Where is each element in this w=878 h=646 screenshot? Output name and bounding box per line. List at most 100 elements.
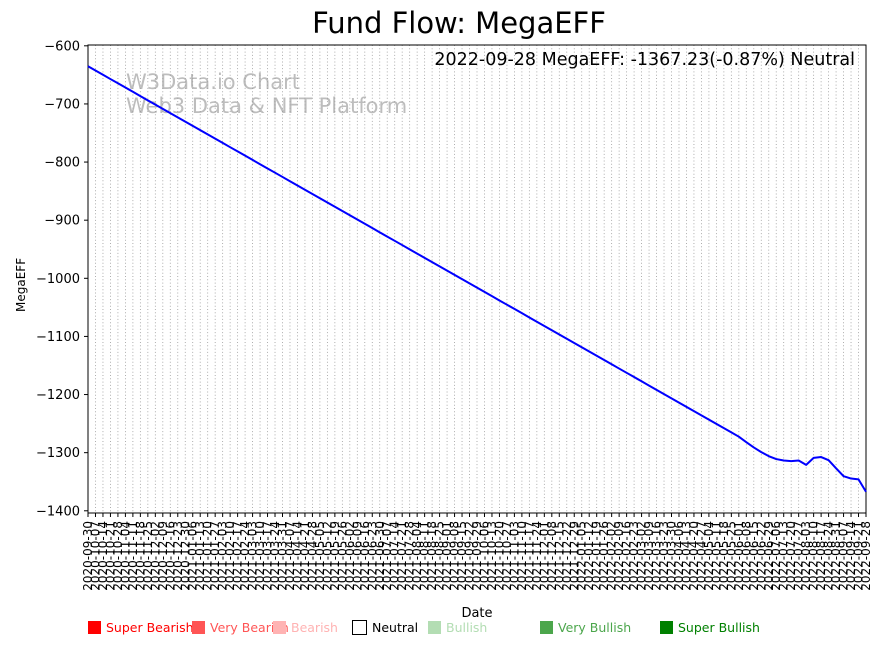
- x-tick-label: 2021-05-26: [335, 521, 349, 591]
- x-tick-label: 2021-10-20: [492, 521, 506, 591]
- x-tick-label: 2021-09-29: [470, 521, 484, 591]
- legend-item-very-bearish: Very Bearish: [192, 620, 289, 635]
- x-tick-label: 2021-10-06: [477, 521, 491, 591]
- legend-label: Super Bullish: [678, 620, 760, 635]
- x-tick-label: 2022-08-24: [822, 521, 836, 591]
- x-tick-label: 2021-06-30: [373, 521, 387, 591]
- x-tick-label: 2022-02-02: [605, 521, 619, 591]
- x-tick-label: 2021-04-14: [290, 521, 304, 591]
- x-tick-label: 2020-11-11: [126, 521, 140, 591]
- x-tick-label: 2022-03-02: [635, 521, 649, 591]
- x-tick-label: 2021-01-20: [201, 521, 215, 591]
- x-tick-label: 2022-01-12: [582, 521, 596, 591]
- x-tick-label: 2022-07-27: [792, 521, 806, 591]
- x-tick-label: 2021-06-16: [358, 521, 372, 591]
- x-tick-label: 2020-11-04: [118, 521, 132, 591]
- x-tick-label: 2021-04-07: [283, 521, 297, 591]
- x-tick-label: 2022-07-13: [777, 521, 791, 591]
- x-tick-label: 2022-07-20: [784, 521, 798, 591]
- x-tick-label: 2021-11-03: [507, 521, 521, 591]
- x-tick-label: 2021-09-08: [448, 521, 462, 591]
- x-tick-label: 2021-07-07: [380, 521, 394, 591]
- y-tick-label: −1000: [36, 272, 80, 287]
- x-tick-label: 2021-03-24: [268, 521, 282, 591]
- x-tick-label: 2022-04-20: [687, 521, 701, 591]
- x-tick-label: 2022-09-28: [859, 521, 873, 591]
- y-tick-label: −900: [44, 214, 80, 229]
- x-tick-label: 2022-06-08: [739, 521, 753, 591]
- x-tick-label: 2022-01-05: [575, 521, 589, 591]
- x-tick-label: 2021-08-25: [433, 521, 447, 591]
- x-tick-label: 2021-09-22: [463, 521, 477, 591]
- x-tick-label: 2022-05-25: [724, 521, 738, 591]
- x-tick-label: 2022-07-06: [769, 521, 783, 591]
- y-tick-label: −1200: [36, 388, 80, 403]
- x-tick-label: 2021-02-10: [223, 521, 237, 591]
- x-tick-label: 2021-06-09: [350, 521, 364, 591]
- legend-item-bullish: Bullish: [428, 620, 487, 635]
- x-tick-label: 2021-01-27: [208, 521, 222, 591]
- x-tick-label: 2021-02-24: [238, 521, 252, 591]
- x-tick-label: 2021-03-17: [261, 521, 275, 591]
- legend-item-very-bullish: Very Bullish: [540, 620, 631, 635]
- x-tick-label: 2021-06-23: [365, 521, 379, 591]
- x-tick-label: 2021-11-24: [530, 521, 544, 591]
- x-tick-label: 2021-06-02: [343, 521, 357, 591]
- x-tick-label: 2021-01-13: [193, 521, 207, 591]
- x-tick-label: 2022-02-23: [627, 521, 641, 591]
- legend-swatch: [192, 621, 205, 634]
- x-tick-label: 2022-06-01: [732, 521, 746, 591]
- x-tick-label: 2022-06-22: [754, 521, 768, 591]
- x-tick-label: 2021-02-03: [216, 521, 230, 591]
- x-tick-label: 2022-09-14: [844, 521, 858, 591]
- latest-value-annotation: 2022-09-28 MegaEFF: -1367.23(-0.87%) Neu…: [434, 50, 855, 70]
- x-tick-label: 2020-12-02: [148, 521, 162, 591]
- x-tick-label: 2022-05-11: [709, 521, 723, 591]
- x-tick-label: 2022-06-15: [747, 521, 761, 591]
- x-tick-label: 2021-10-27: [500, 521, 514, 591]
- x-tick-label: 2022-04-13: [679, 521, 693, 591]
- legend-swatch: [352, 620, 367, 635]
- x-tick-label: 2021-03-31: [276, 521, 290, 591]
- legend-swatch: [273, 621, 286, 634]
- x-tick-label: 2021-12-15: [552, 521, 566, 591]
- x-tick-label: 2021-08-04: [410, 521, 424, 591]
- x-tick-label: 2021-12-22: [560, 521, 574, 591]
- x-tick-label: 2022-05-04: [702, 521, 716, 591]
- x-tick-label: 2021-12-01: [537, 521, 551, 591]
- legend-swatch: [540, 621, 553, 634]
- x-tick-label: 2021-12-08: [545, 521, 559, 591]
- x-tick-label: 2021-05-05: [313, 521, 327, 591]
- y-tick-label: −1400: [36, 504, 80, 519]
- x-tick-label: 2021-07-21: [395, 521, 409, 591]
- x-tick-label: 2022-04-27: [694, 521, 708, 591]
- x-tick-label: 2022-01-26: [597, 521, 611, 591]
- legend-swatch: [660, 621, 673, 634]
- x-tick-label: 2020-09-30: [81, 521, 95, 591]
- x-tick-label: 2021-01-06: [186, 521, 200, 591]
- x-tick-label: 2021-05-12: [320, 521, 334, 591]
- x-tick-label: 2022-03-16: [650, 521, 664, 591]
- x-tick-label: 2022-01-19: [590, 521, 604, 591]
- x-axis-label: Date: [461, 606, 493, 621]
- x-tick-label: 2022-03-30: [665, 521, 679, 591]
- x-tick-label: 2020-11-25: [141, 521, 155, 591]
- x-tick-label: 2021-08-18: [425, 521, 439, 591]
- legend-label: Very Bullish: [558, 620, 632, 635]
- x-tick-label: 2020-12-09: [156, 521, 170, 591]
- x-tick-label: 2022-08-10: [807, 521, 821, 591]
- legend-label: Bullish: [446, 620, 488, 635]
- y-tick-label: −800: [44, 156, 80, 171]
- x-tick-label: 2020-12-16: [163, 521, 177, 591]
- x-tick-label: 2021-05-19: [328, 521, 342, 591]
- x-tick-label: 2021-11-17: [522, 521, 536, 591]
- x-tick-label: 2021-07-14: [388, 521, 402, 591]
- x-tick-label: 2021-11-10: [515, 521, 529, 591]
- x-tick-label: 2021-03-03: [246, 521, 260, 591]
- x-tick-label: 2020-11-18: [133, 521, 147, 591]
- y-tick-label: −1300: [36, 446, 80, 461]
- x-tick-label: 2022-02-09: [612, 521, 626, 591]
- x-tick-label: 2021-09-01: [440, 521, 454, 591]
